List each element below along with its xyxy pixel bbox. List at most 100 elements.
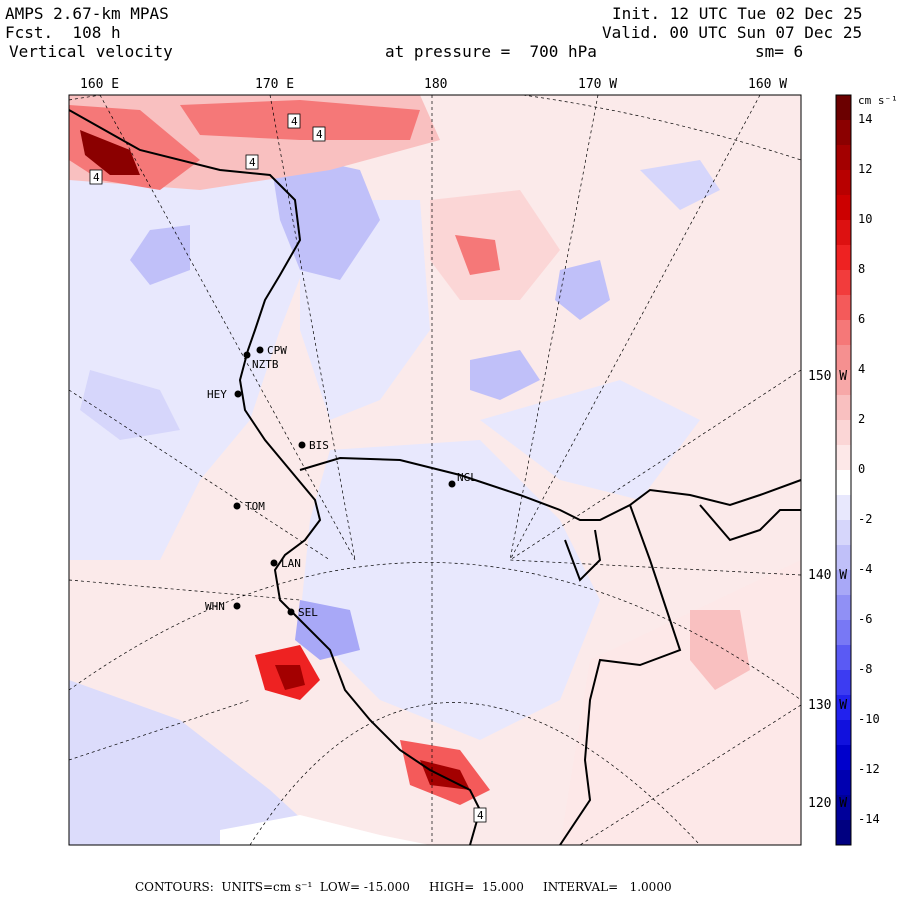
colorbar-cell xyxy=(836,820,851,846)
colorbar-label: -4 xyxy=(858,562,873,576)
station-label-whn: WHN xyxy=(205,600,225,613)
station-label-bis: BIS xyxy=(309,439,329,452)
colorbar-label: -12 xyxy=(858,762,880,776)
pos-patch-2 xyxy=(455,235,500,275)
station-marker-hey xyxy=(234,390,242,398)
neg-region-east xyxy=(480,380,700,500)
meridian-150w xyxy=(509,369,801,561)
meridian-160w xyxy=(509,95,761,561)
contour-label-box-3 xyxy=(245,154,259,170)
station-label-ngl: NGL xyxy=(457,471,477,484)
coastline-transantarctic xyxy=(69,109,482,845)
station-label-cpw: CPW xyxy=(267,344,287,357)
colorbar-cell xyxy=(836,795,851,821)
colorbar-cell xyxy=(836,745,851,771)
colorbar-cell xyxy=(836,420,851,446)
colorbar-cell xyxy=(836,470,851,496)
pressure-level: at pressure = 700 hPa xyxy=(385,42,597,61)
colorbar-cell xyxy=(836,295,851,321)
neg-region-west xyxy=(69,95,330,560)
contour-info: CONTOURS: UNITS=cm s⁻¹ LOW= -15.000 HIGH… xyxy=(135,880,672,894)
colorbar-cell xyxy=(836,520,851,546)
smoothing-value: sm= 6 xyxy=(755,42,804,61)
no-data-area xyxy=(220,815,430,845)
colorbar-cell xyxy=(836,620,851,646)
lat-label-150w: 150 W xyxy=(808,369,848,384)
colorbar-cell xyxy=(836,320,851,346)
neg-patch-3 xyxy=(80,370,180,440)
meridian-140w xyxy=(509,559,801,576)
colorbar-cell xyxy=(836,270,851,296)
contour-label-box-1 xyxy=(287,113,301,129)
neg-patch-7 xyxy=(640,160,720,210)
colorbar-cell xyxy=(836,595,851,621)
colorbar-label: 4 xyxy=(858,362,866,376)
colorbar-frame xyxy=(835,94,852,846)
contour-label-1: 4 xyxy=(291,115,298,128)
colorbar-cell xyxy=(836,395,851,421)
parallel-3 xyxy=(249,702,701,845)
neg-patch-4 xyxy=(470,350,540,400)
station-marker-lan xyxy=(270,559,278,567)
lon-label-160w: 160 W xyxy=(748,77,788,92)
parallel-2 xyxy=(69,562,801,701)
model-title: AMPS 2.67-km MPAS xyxy=(5,4,169,23)
station-label-hey: HEY xyxy=(207,388,227,401)
lat-label-120w: 120 W xyxy=(808,796,848,811)
pos-patch-1 xyxy=(690,610,750,690)
colorbar-cell xyxy=(836,445,851,471)
coastline xyxy=(69,109,801,845)
colorbar-cell xyxy=(836,570,851,596)
meridian-130w xyxy=(579,704,801,845)
forecast-hour: Fcst. 108 h xyxy=(5,23,121,42)
colorbar-cell xyxy=(836,145,851,171)
coastline-grounding-line xyxy=(559,504,682,845)
lon-label-180: 180 xyxy=(424,77,448,92)
colorbar-label: 12 xyxy=(858,162,873,176)
map-frame xyxy=(68,94,802,846)
meridian-west-2 xyxy=(69,579,301,601)
lon-label-170e: 170 E xyxy=(255,77,295,92)
station-label-lan: LAN xyxy=(281,557,301,570)
contour-label-box-2 xyxy=(312,126,326,142)
colorbar xyxy=(836,95,851,846)
lat-label-130w: 130 W xyxy=(808,698,848,713)
colorbar-label: -10 xyxy=(858,712,880,726)
graticule xyxy=(69,95,801,845)
lon-label-170w: 170 W xyxy=(578,77,618,92)
neg-patch-6 xyxy=(555,260,610,320)
colorbar-cell xyxy=(836,720,851,746)
colorbar-cell xyxy=(836,170,851,196)
colorbar-label: 14 xyxy=(858,112,873,126)
lat-label-140w: 140 W xyxy=(808,568,848,583)
colorbar-label: 0 xyxy=(858,462,866,476)
init-time: Init. 12 UTC Tue 02 Dec 25 xyxy=(612,4,863,23)
coastline-marie-byrd xyxy=(699,504,801,542)
colorbar-label: 6 xyxy=(858,312,866,326)
station-label-tom: TOM xyxy=(245,500,265,513)
station-label-sel: SEL xyxy=(298,606,318,619)
station-marker-nztb xyxy=(243,351,251,359)
meridian-170e xyxy=(269,95,356,561)
colorbar-cell xyxy=(836,370,851,396)
colorbar-cell xyxy=(836,495,851,521)
meridian-160e xyxy=(99,95,356,561)
coastline-ice-shelf-front xyxy=(299,456,801,521)
colorbar-label: -8 xyxy=(858,662,873,676)
neg-region-sw xyxy=(69,680,330,845)
station-marker-ngl xyxy=(448,480,456,488)
station-marker-cpw xyxy=(256,346,264,354)
colorbar-cell xyxy=(836,770,851,796)
colorbar-cell xyxy=(836,670,851,696)
contour-label-5: 4 xyxy=(477,809,484,822)
meridian-west-3 xyxy=(69,699,251,761)
neg-region-plateau xyxy=(300,440,600,740)
valid-time: Valid. 00 UTC Sun 07 Dec 25 xyxy=(602,23,863,42)
pos-core-2 xyxy=(275,665,305,690)
colorbar-cell xyxy=(836,345,851,371)
colorbar-label: 2 xyxy=(858,412,866,426)
contour-label-2: 4 xyxy=(316,128,323,141)
colorbar-cell xyxy=(836,120,851,146)
parallel-1 xyxy=(69,95,801,161)
